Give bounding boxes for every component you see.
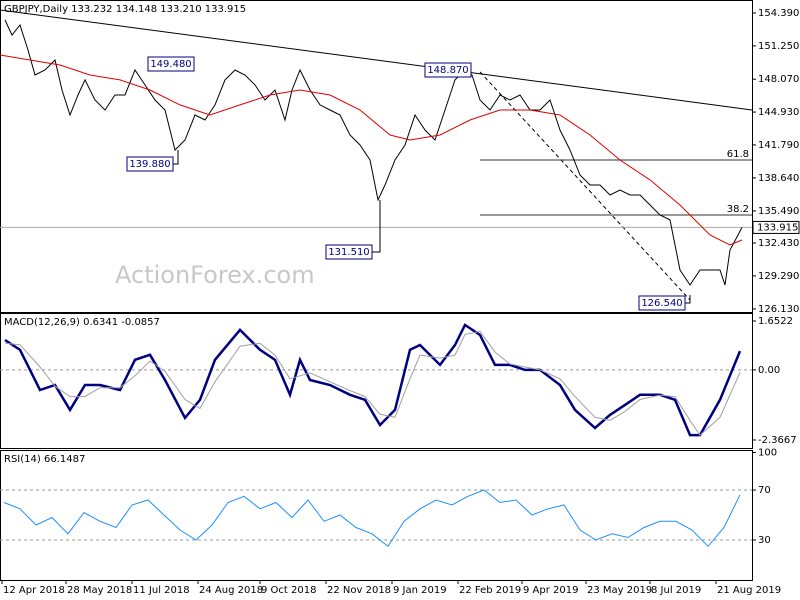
annotation-label: 139.880 <box>129 159 170 170</box>
y-tick-label: 129.290 <box>758 271 799 282</box>
y-tick-label: 144.930 <box>758 107 799 118</box>
x-tick-label: 28 May 2018 <box>67 585 132 596</box>
x-tick-label: 9 Jan 2019 <box>393 585 447 596</box>
annotation-label: 149.480 <box>150 59 191 70</box>
annotation-connector <box>685 295 691 304</box>
series-line <box>4 323 742 437</box>
y-tick-label: -2.3667 <box>758 435 797 446</box>
y-tick-label: 148.070 <box>758 74 799 85</box>
panel-title: GBPJPY,Daily 133.232 134.148 133.210 133… <box>4 4 246 15</box>
annotation-box <box>325 244 373 260</box>
y-tick-label: 0.00 <box>758 365 780 376</box>
fib-label: 38.2 <box>727 204 749 215</box>
x-tick-label: 9 Oct 2018 <box>261 585 316 596</box>
panel-frame <box>0 0 753 313</box>
panel-title: RSI(14) 66.1487 <box>4 454 85 465</box>
series-line <box>0 54 743 246</box>
y-tick-label: 132.430 <box>758 238 799 249</box>
annotation-box <box>638 295 686 311</box>
y-tick-label: 100 <box>758 448 777 459</box>
annotation-box <box>147 56 195 72</box>
series-line <box>4 19 743 286</box>
annotation-connector <box>372 200 381 253</box>
annotation-label: 131.510 <box>328 247 369 258</box>
x-tick-label: 22 Nov 2018 <box>327 585 391 596</box>
annotation-box <box>126 156 174 172</box>
x-tick-label: 12 Apr 2018 <box>3 585 65 596</box>
x-tick-label: 8 Jul 2019 <box>651 585 701 596</box>
x-tick-label: 21 Aug 2019 <box>717 585 781 596</box>
annotation-label: 148.870 <box>427 65 468 76</box>
y-tick-label: 154.390 <box>758 8 799 19</box>
annotation-connector <box>172 150 179 165</box>
watermark: ActionForex.com <box>115 261 315 289</box>
fib-label: 61.8 <box>727 149 749 160</box>
x-tick-label: 11 Jul 2018 <box>133 585 190 596</box>
last-price-box <box>752 220 800 234</box>
y-tick-label: 151.250 <box>758 41 799 52</box>
y-tick-label: 70 <box>758 485 771 496</box>
y-tick-label: 138.640 <box>758 173 799 184</box>
panel-frame <box>0 450 753 581</box>
x-tick-label: 23 May 2019 <box>587 585 652 596</box>
x-tick-label: 24 Aug 2018 <box>199 585 263 596</box>
y-tick-label: 126.130 <box>758 304 799 315</box>
y-tick-label: 141.790 <box>758 140 799 151</box>
x-tick-label: 9 Apr 2019 <box>523 585 578 596</box>
trend-line <box>0 9 753 111</box>
y-tick-label: 1.6522 <box>758 316 793 327</box>
annotation-label: 126.540 <box>641 298 682 309</box>
panel-frame <box>0 313 753 449</box>
x-tick-label: 22 Feb 2019 <box>459 585 521 596</box>
series-line <box>4 330 741 436</box>
panel-title: MACD(12,26,9) 0.6341 -0.0857 <box>4 317 160 328</box>
annotation-box <box>424 62 472 78</box>
y-tick-label: 30 <box>758 535 771 546</box>
y-tick-label: 135.490 <box>758 206 799 217</box>
series-line <box>3 489 741 548</box>
last-price-label: 133.915 <box>757 222 798 233</box>
